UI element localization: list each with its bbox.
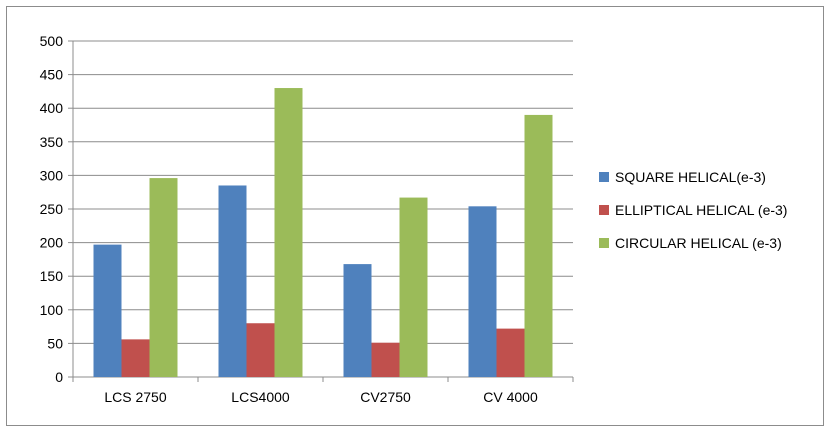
y-tick-label: 0 — [55, 369, 63, 385]
bar — [496, 328, 525, 377]
bar — [93, 244, 122, 377]
y-tick-label: 150 — [40, 268, 64, 284]
bar — [468, 206, 497, 377]
gridlines — [73, 40, 573, 344]
y-tick-label: 500 — [40, 33, 64, 49]
bar — [524, 114, 553, 378]
bar — [218, 185, 247, 377]
bar — [343, 264, 372, 377]
y-tick-label: 100 — [40, 302, 64, 318]
bars — [93, 88, 553, 378]
bar — [274, 88, 303, 377]
y-tick-label: 300 — [40, 167, 64, 183]
y-tick-label: 250 — [40, 201, 64, 217]
legend-swatch — [599, 238, 609, 248]
legend-label: CIRCULAR HELICAL (e-3) — [615, 235, 782, 251]
legend-label: ELLIPTICAL HELICAL (e-3) — [615, 202, 787, 218]
y-tick-label: 450 — [40, 67, 64, 83]
y-tick-label: 200 — [40, 235, 64, 251]
legend-swatch — [599, 172, 609, 182]
y-tick-label: 400 — [40, 100, 64, 116]
x-tick-label: LCS4000 — [231, 389, 290, 405]
x-tick-labels: LCS 2750 LCS4000 CV2750 CV 4000 — [104, 389, 538, 405]
bar — [399, 197, 428, 377]
bar — [121, 339, 150, 377]
bar — [149, 178, 178, 377]
bar — [246, 323, 275, 377]
x-tick-label: CV 4000 — [483, 389, 538, 405]
legend-label: SQUARE HELICAL(e-3) — [615, 169, 766, 185]
chart-frame: 0 50 100 150 200 250 300 350 400 450 500 LCS 2750 L… — [6, 6, 824, 426]
x-tick-label: LCS 2750 — [104, 389, 166, 405]
bar — [371, 342, 400, 377]
y-tick-label: 50 — [47, 335, 63, 351]
x-tick-label: CV2750 — [360, 389, 411, 405]
y-tick-labels: 0 50 100 150 200 250 300 350 400 450 500 — [40, 33, 64, 385]
legend-swatch — [599, 205, 609, 215]
legend: SQUARE HELICAL(e-3) ELLIPTICAL HELICAL (e… — [599, 169, 787, 251]
y-tick-label: 350 — [40, 134, 64, 150]
